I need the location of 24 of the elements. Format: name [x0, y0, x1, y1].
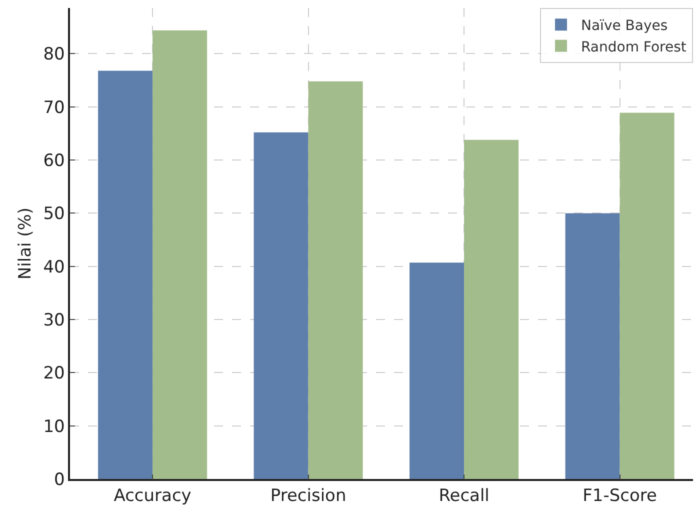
legend-label: Random Forest	[581, 39, 687, 56]
x-tick-label: Recall	[438, 486, 490, 506]
y-tick-label: 60	[43, 150, 65, 171]
bar	[565, 213, 620, 479]
y-tick-label: 10	[43, 416, 65, 437]
bar	[254, 132, 308, 479]
bar	[464, 140, 519, 479]
bar	[98, 70, 153, 479]
bar	[620, 112, 674, 479]
y-tick-label: 30	[43, 310, 65, 330]
bar	[308, 81, 363, 479]
y-tick-label: 0	[54, 470, 65, 490]
bar	[152, 30, 208, 479]
x-tick-label: F1-Score	[582, 486, 657, 506]
legend-label: Naïve Bayes	[581, 18, 668, 34]
y-tick-label: 80	[43, 44, 65, 65]
bar	[410, 262, 464, 479]
y-tick-label: 70	[43, 98, 65, 118]
y-axis-title: Nilai (%)	[15, 207, 36, 280]
y-tick-label: 20	[43, 364, 65, 384]
x-tick-label: Accuracy	[114, 486, 192, 506]
x-tick-label: Precision	[270, 486, 346, 506]
y-tick-label: 50	[43, 204, 65, 224]
y-tick-label: 40	[43, 257, 65, 278]
